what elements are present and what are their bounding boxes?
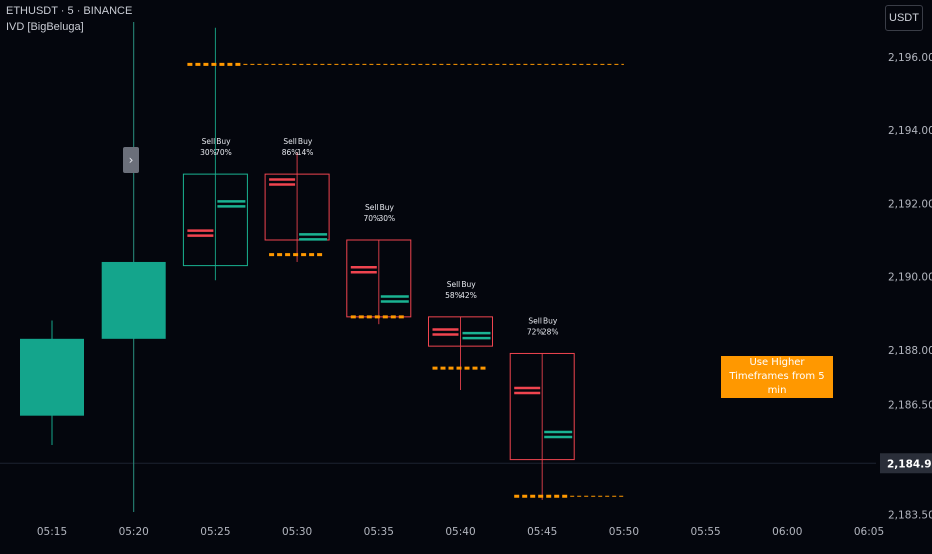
y-tick-label: 2,190.00 <box>888 272 932 284</box>
delta-box[interactable] <box>428 316 493 347</box>
candle-body[interactable] <box>101 261 166 339</box>
y-tick-label: 2,196.00 <box>888 52 932 64</box>
chevron-right-icon: › <box>128 153 134 167</box>
x-tick-label: 05:55 <box>690 526 720 538</box>
timeframe-notice: Use Higher Timeframes from 5 min <box>721 356 833 398</box>
current-price-badge <box>880 453 932 474</box>
x-tick-label: 06:05 <box>854 526 884 538</box>
sell-label: Sell <box>202 137 216 146</box>
buy-percent: 42% <box>460 291 477 300</box>
y-tick-label: 2,186.50 <box>888 400 932 412</box>
sell-percent: 86% <box>282 148 299 157</box>
x-tick-label: 05:40 <box>445 526 475 538</box>
y-tick-label: 2,192.00 <box>888 198 932 210</box>
buy-label: Buy <box>461 280 476 289</box>
x-tick-label: 05:25 <box>200 526 230 538</box>
current-price-label: 2,184.90 <box>887 458 932 470</box>
buy-label: Buy <box>380 203 395 212</box>
x-tick-label: 06:00 <box>772 526 802 538</box>
x-tick-label: 05:20 <box>119 526 149 538</box>
buy-label: Buy <box>543 316 558 325</box>
collapse-panel-button[interactable]: › <box>123 147 139 173</box>
x-tick-label: 05:45 <box>527 526 557 538</box>
sell-label: Sell <box>447 280 461 289</box>
x-tick-label: 05:50 <box>609 526 639 538</box>
y-tick-label: 2,188.00 <box>888 345 932 357</box>
buy-label: Buy <box>216 137 231 146</box>
sell-percent: 58% <box>445 291 462 300</box>
buy-label: Buy <box>298 137 313 146</box>
currency-button[interactable]: USDT <box>885 5 923 31</box>
sell-label: Sell <box>528 316 542 325</box>
y-tick-label: 2,183.50 <box>888 510 932 522</box>
delta-box[interactable] <box>509 352 575 461</box>
y-tick-label: 2,194.00 <box>888 125 932 137</box>
sell-label: Sell <box>365 203 379 212</box>
buy-percent: 30% <box>378 214 395 223</box>
x-tick-label: 05:15 <box>37 526 67 538</box>
candle-body[interactable] <box>20 338 84 416</box>
sell-percent: 30% <box>200 148 217 157</box>
buy-percent: 14% <box>297 148 314 157</box>
buy-percent: 70% <box>215 148 232 157</box>
sell-label: Sell <box>283 137 297 146</box>
buy-percent: 28% <box>542 327 559 336</box>
symbol-title: ETHUSDT · 5 · BINANCE <box>6 5 133 17</box>
x-tick-label: 05:30 <box>282 526 312 538</box>
indicator-label[interactable]: IVD [BigBeluga] <box>6 21 84 33</box>
delta-box[interactable] <box>264 173 330 241</box>
sell-percent: 70% <box>363 214 380 223</box>
delta-box[interactable] <box>182 173 248 267</box>
sell-percent: 72% <box>527 327 544 336</box>
x-tick-label: 05:35 <box>364 526 394 538</box>
